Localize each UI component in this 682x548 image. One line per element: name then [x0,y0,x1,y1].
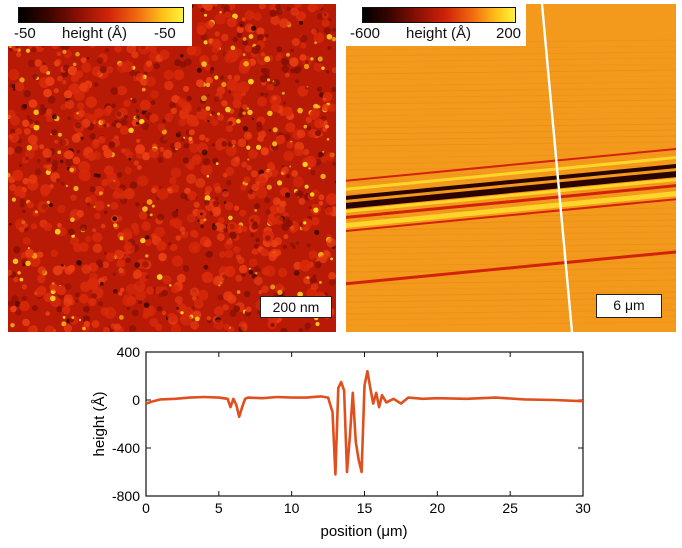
y-axis-label: height (Å) [91,391,108,456]
y-tick-label: -400 [112,440,140,456]
y-tick-label: 0 [132,392,140,408]
left-afm-image: -50 height (Å) -50 200 nm [8,4,336,332]
right-afm-texture [346,4,676,332]
y-tick-label: 400 [117,344,141,360]
left-colorbar-max: -50 [154,25,176,42]
right-afm-defect-band [346,143,676,289]
left-colorbar: -50 height (Å) -50 [8,4,192,46]
right-colorbar: -600 height (Å) 200 [346,4,526,46]
y-tick-label: -800 [112,488,140,504]
right-colorbar-title: height (Å) [406,25,472,42]
right-colorbar-min: -600 [350,25,381,42]
right-colorbar-gradient [362,7,516,23]
x-tick-label: 20 [430,500,446,516]
x-tick-label: 30 [575,500,591,516]
left-colorbar-min: -50 [14,25,36,42]
right-afm-profile-line [540,4,574,332]
left-colorbar-gradient [18,7,184,23]
x-tick-label: 10 [284,500,300,516]
right-colorbar-max: 200 [496,25,522,42]
x-tick-label: 0 [142,500,150,516]
left-afm-background [8,4,336,332]
left-afm-texture [8,4,336,332]
left-scale-bar: 200 nm [260,296,332,318]
height-profile-chart: 0 5 10 15 20 25 30 400 0 -400 -800 position (μm) h… [91,344,591,540]
series-line-height-profile [145,369,584,476]
x-tick-label: 25 [502,500,518,516]
right-afm-image: -600 height (Å) 200 6 μm [346,4,676,332]
x-axis-label: position (μm) [321,523,408,540]
x-tick-label: 15 [357,500,373,516]
x-tick-label: 5 [215,500,223,516]
left-colorbar-title: height (Å) [62,25,128,42]
right-scale-bar: 6 μm [596,294,662,318]
